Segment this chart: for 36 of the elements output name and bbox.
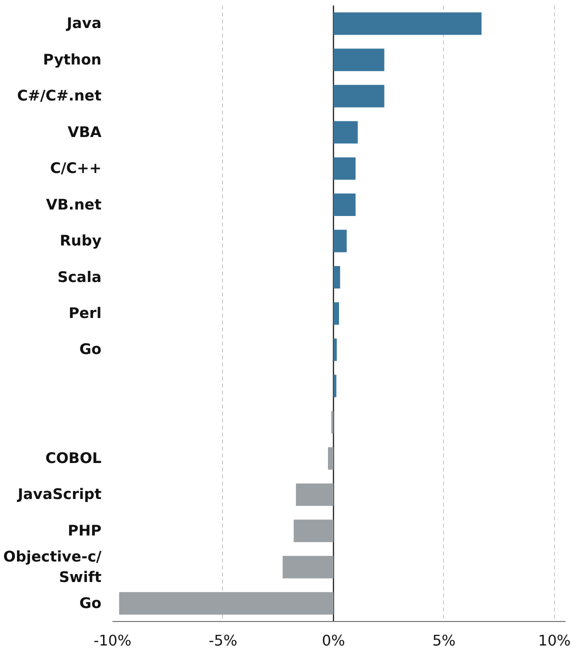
y-tick-label: Go <box>79 341 102 358</box>
bar <box>333 302 339 325</box>
bar <box>333 266 340 288</box>
x-tick-label: 10% <box>538 632 571 650</box>
bar <box>333 157 356 180</box>
x-tick-label: -10% <box>94 632 132 650</box>
bar <box>333 121 358 144</box>
bar <box>333 194 356 216</box>
y-tick-label: Objective-c/ Swift <box>3 548 102 586</box>
bar <box>333 84 384 108</box>
y-tick-label: C#/C#.net <box>17 88 102 105</box>
y-tick-label: JavaScript <box>16 486 102 504</box>
y-tick-label: Ruby <box>60 232 102 250</box>
y-tick-label: VB.net <box>46 196 102 214</box>
bar <box>328 447 334 470</box>
y-tick-label: COBOL <box>45 450 102 467</box>
y-tick-label: PHP <box>68 522 102 540</box>
y-tick-label: Scala <box>57 268 102 286</box>
y-tick-label: Go <box>79 594 102 612</box>
bar <box>333 374 336 398</box>
y-tick-label: VBA <box>68 124 102 141</box>
bar <box>282 556 334 578</box>
y-tick-label: Java <box>66 15 102 32</box>
bar <box>333 338 337 361</box>
bar <box>333 12 482 35</box>
y-tick-label: C/C++ <box>50 160 102 178</box>
bar <box>333 48 384 72</box>
bar <box>119 592 334 615</box>
x-tick-label: -5% <box>208 632 238 650</box>
y-tick-label: Python <box>42 51 102 68</box>
x-tick-label: 0% <box>322 632 346 650</box>
bar <box>333 230 347 252</box>
bar <box>296 483 334 506</box>
bar <box>294 520 334 542</box>
y-tick-label: Perl <box>68 305 102 322</box>
x-tick-label: 5% <box>432 632 456 650</box>
